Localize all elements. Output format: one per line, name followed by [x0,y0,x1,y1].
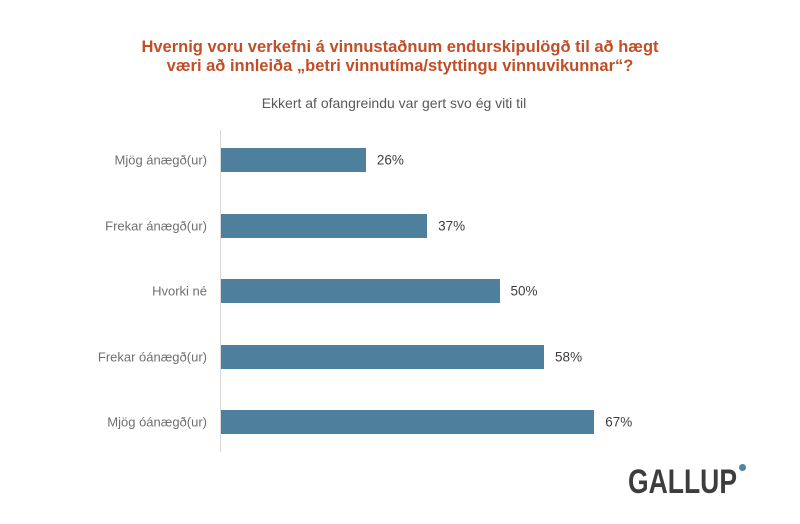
category-label: Mjög ánægð(ur) [114,152,208,168]
category-label: Hvorki né [152,283,207,299]
bar [221,344,545,369]
bar [221,148,366,172]
category-label: Mjög óánægð(ur) [107,414,207,430]
gallup-logo: GALLUP [628,463,768,501]
bar [221,279,500,303]
chart-title-line-1: Hvernig voru verkefni á vinnustaðnum end… [141,38,659,56]
bar-row: Frekar ánægð(ur) 37% [105,213,778,238]
gallup-logo-text: GALLUP [628,463,738,501]
chart-title: Hvernig voru verkefni á vinnustaðnum end… [40,38,760,76]
chart-subtitle: Ekkert af ofangreindu var gert svo ég vi… [261,95,527,111]
value-label: 26% [376,152,404,168]
bar-row: Frekar óánægð(ur) 58% [98,344,778,369]
value-label: 50% [510,283,538,299]
category-label: Frekar óánægð(ur) [97,349,207,364]
value-label: 37% [438,218,466,233]
bar-row: Mjög ánægð(ur) 26% [115,148,778,172]
plot-area: Mjög ánægð(ur) 26% Frekar ánægð(ur) 37% Hvor… [98,130,778,452]
bar [221,213,428,238]
bar-row: Hvorki né 50% [152,279,778,303]
gallup-logo-dot-icon [739,464,746,471]
category-label: Frekar ánægð(ur) [105,218,207,233]
value-label: 67% [605,414,633,430]
chart-title-line-2: væri að innleiða „betri vinnutíma/stytti… [166,57,634,75]
bar-row: Mjög óánægð(ur) 67% [107,410,778,434]
bar [221,410,595,434]
value-label: 58% [555,349,583,364]
